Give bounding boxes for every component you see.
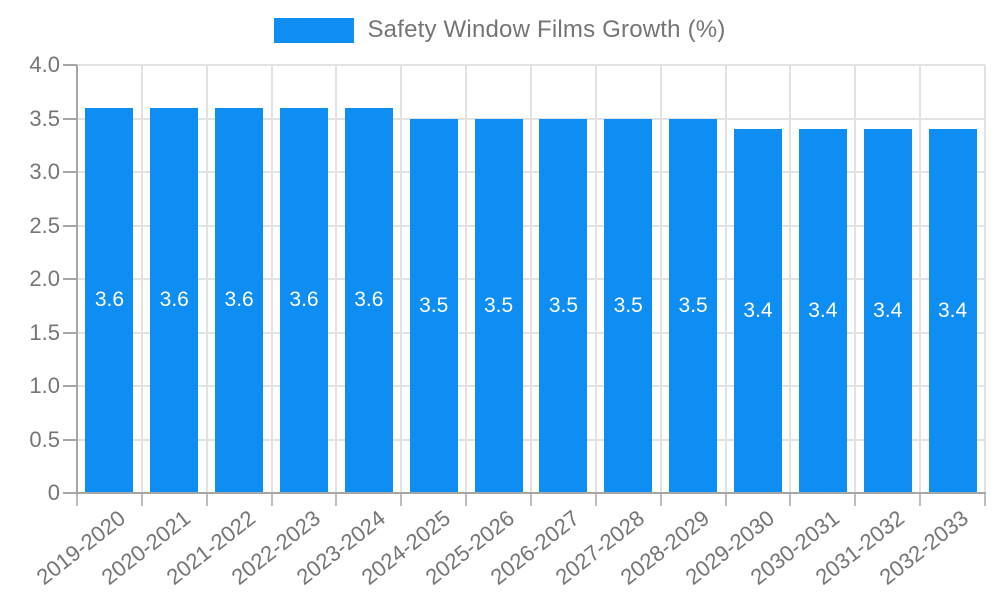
v-gridline — [400, 65, 403, 493]
x-tick-mark — [205, 493, 208, 506]
chart-legend: Safety Window Films Growth (%) — [0, 16, 1000, 44]
x-tick-mark — [270, 493, 273, 506]
y-tick-label: 0.5 — [29, 426, 60, 452]
bar-value-label: 3.4 — [743, 299, 773, 323]
y-tick-label: 2.0 — [29, 266, 60, 291]
bar-value-label: 3.6 — [159, 288, 189, 312]
bar — [344, 107, 393, 493]
bar-value-label: 3.5 — [483, 293, 514, 317]
bar — [474, 118, 523, 493]
v-gridline — [140, 65, 143, 493]
bar-value-label: 3.6 — [94, 288, 125, 312]
bar-value-label: 3.6 — [289, 288, 319, 312]
y-tick-label: 4.0 — [29, 52, 60, 77]
bar — [798, 129, 847, 493]
bar-value-label: 3.4 — [808, 299, 838, 323]
x-tick-mark — [659, 493, 662, 506]
y-tick-mark — [63, 224, 77, 227]
y-tick-mark — [63, 492, 77, 494]
bar-value-label: 3.5 — [678, 293, 708, 317]
v-gridline — [270, 65, 273, 493]
bar — [150, 107, 199, 493]
bar — [863, 129, 912, 493]
x-tick-mark — [530, 493, 532, 506]
v-gridline — [659, 65, 662, 493]
y-tick-label: 0 — [47, 480, 60, 505]
bar — [215, 107, 264, 493]
x-tick-mark — [789, 493, 792, 506]
y-tick-mark — [63, 385, 77, 387]
bar — [928, 129, 977, 493]
y-tick-label: 2.5 — [29, 212, 60, 238]
bar — [85, 107, 134, 493]
y-tick-mark — [63, 331, 77, 334]
x-tick-mark — [140, 493, 143, 506]
bar-value-label: 3.5 — [613, 293, 643, 317]
y-tick-label: 3.0 — [29, 159, 60, 184]
y-tick-mark — [63, 438, 77, 441]
y-tick-mark — [63, 117, 77, 120]
v-gridline — [530, 65, 532, 493]
v-gridline — [335, 65, 338, 493]
legend-swatch — [274, 17, 355, 43]
y-tick-label: 1.5 — [29, 319, 60, 345]
bar — [669, 118, 718, 493]
bar — [409, 118, 458, 493]
bar-value-label: 3.4 — [937, 299, 968, 323]
v-gridline — [205, 65, 208, 493]
y-tick-mark — [63, 278, 77, 280]
bar-value-label: 3.5 — [548, 293, 579, 317]
v-gridline — [919, 65, 922, 493]
x-tick-mark — [594, 493, 597, 506]
y-axis-line — [76, 65, 78, 495]
legend-label: Safety Window Films Growth (%) — [367, 16, 726, 43]
bar-value-label: 3.5 — [419, 293, 449, 317]
bar-value-label: 3.6 — [354, 288, 384, 312]
v-gridline — [984, 65, 986, 493]
bar — [604, 118, 653, 493]
y-tick-label: 1.0 — [29, 373, 60, 398]
bar-value-label: 3.6 — [224, 288, 254, 312]
bar — [539, 118, 588, 493]
y-tick-mark — [63, 171, 77, 173]
x-tick-mark — [400, 493, 403, 506]
x-tick-mark — [465, 493, 468, 506]
v-gridline — [854, 65, 857, 493]
bar — [734, 129, 782, 493]
bar — [280, 107, 328, 493]
x-tick-mark — [984, 493, 986, 506]
x-tick-mark — [919, 493, 922, 506]
y-tick-mark — [63, 64, 77, 66]
x-tick-mark — [335, 493, 338, 506]
bar-value-label: 3.4 — [873, 299, 903, 323]
x-tick-mark — [76, 493, 78, 506]
y-tick-label: 3.5 — [29, 105, 60, 131]
x-tick-mark — [724, 493, 727, 506]
x-tick-mark — [854, 493, 857, 506]
v-gridline — [724, 65, 727, 493]
v-gridline — [789, 65, 792, 493]
v-gridline — [465, 65, 468, 493]
x-axis-line — [76, 492, 986, 494]
v-gridline — [594, 65, 597, 493]
